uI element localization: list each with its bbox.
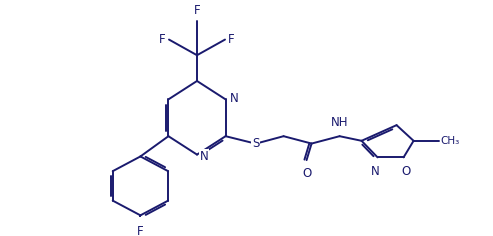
Text: F: F	[228, 33, 235, 46]
Text: F: F	[194, 4, 200, 17]
Text: N: N	[200, 150, 209, 163]
Text: CH₃: CH₃	[441, 136, 460, 146]
Text: N: N	[371, 165, 380, 178]
Text: S: S	[252, 137, 259, 150]
Text: NH: NH	[331, 116, 349, 129]
Text: F: F	[137, 225, 144, 236]
Text: O: O	[401, 165, 410, 178]
Text: N: N	[230, 92, 238, 105]
Text: O: O	[302, 168, 311, 181]
Text: F: F	[159, 33, 166, 46]
